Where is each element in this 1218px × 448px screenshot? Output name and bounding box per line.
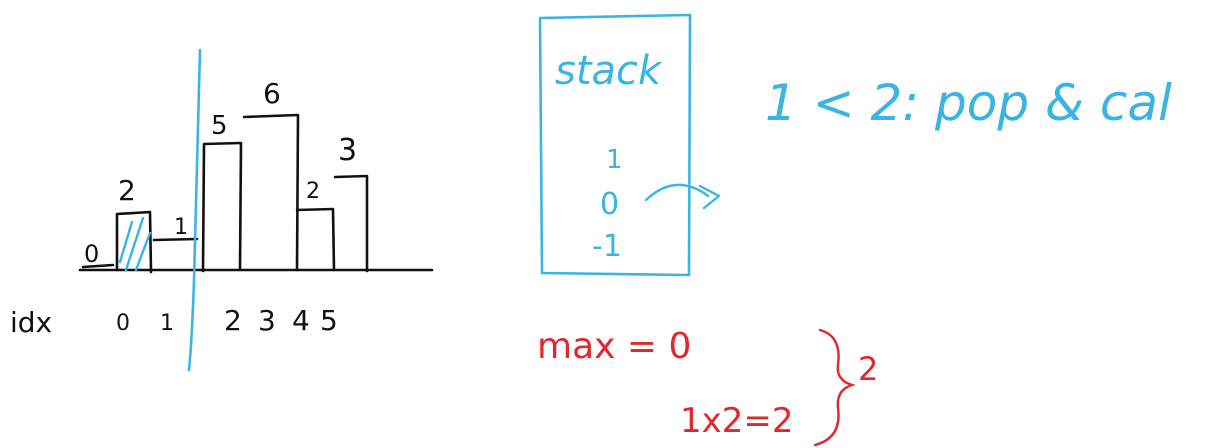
bar-value-label: 5 (211, 111, 228, 141)
stack-item: 1 (606, 145, 623, 175)
bar-zero (81, 263, 115, 269)
pop-arrow-icon (644, 183, 721, 210)
index-row: idx 0 1 2 3 4 5 (10, 304, 338, 339)
bar-value-label: 3 (338, 133, 357, 168)
product-line: 1x2=2 (680, 401, 794, 441)
right-brace (813, 328, 857, 447)
index-label: 0 (116, 311, 130, 336)
index-label: 5 (320, 304, 338, 337)
bar-idx-4 (295, 207, 336, 272)
bar-idx-0-hatching (118, 216, 152, 272)
bar-idx-2 (201, 141, 243, 273)
split-line (187, 48, 202, 372)
index-label: 4 (292, 304, 310, 337)
bar-idx-5 (333, 174, 369, 273)
bar-value-label: 1 (174, 215, 188, 240)
pop-condition-note: 1 < 2: pop & cal (765, 74, 1172, 132)
stack-title: stack (555, 48, 663, 94)
brace-result: 2 (858, 350, 878, 388)
max-calculation: max = 0 1x2=2 2 (537, 326, 878, 441)
idx-label: idx (10, 306, 52, 339)
bar-value-label: 2 (118, 174, 136, 207)
max-line: max = 0 (537, 326, 691, 367)
index-label: 3 (258, 304, 276, 337)
bar-idx-1 (152, 237, 199, 242)
stack-item: 0 (600, 187, 619, 222)
bar-value-label: 6 (263, 77, 281, 110)
index-label: 1 (160, 311, 174, 336)
bar-value-label: 2 (306, 179, 320, 204)
bar-value-label: 0 (84, 240, 99, 268)
bar-idx-3 (242, 113, 300, 272)
histogram (78, 113, 434, 274)
bar-idx-0 (115, 210, 153, 274)
index-label: 2 (224, 304, 242, 337)
bar-value-labels: 0 2 1 5 6 2 3 (84, 77, 357, 268)
stack-contents: stack 1 0 -1 (555, 48, 663, 264)
stack-item: -1 (592, 229, 622, 264)
stack-box (538, 13, 692, 277)
